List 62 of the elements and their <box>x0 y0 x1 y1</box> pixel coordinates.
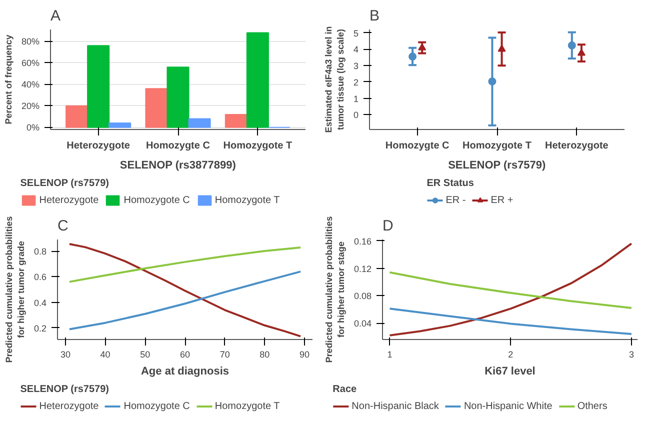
legend-label: Heterozygote <box>39 400 99 412</box>
legend-label: Homozygote T <box>214 400 280 412</box>
chart-title: C <box>58 218 68 234</box>
x-tick-label: Homozygte C <box>146 140 210 152</box>
legend-label: Homozygote T <box>214 194 280 206</box>
y-tick-label: 1 <box>353 94 359 104</box>
y-tick-label: 0.08 <box>354 291 372 302</box>
x-tick-label: 2 <box>508 350 514 360</box>
y-tick-label: 0.04 <box>354 318 372 329</box>
x-tick-label: Heterozygote <box>66 140 130 152</box>
y-axis-title: Predicted cumulative probabilities for higher tumor stage <box>324 216 346 363</box>
legend-label: Others <box>577 400 608 412</box>
legend-title: Race <box>332 384 358 395</box>
x-tick-label: 3 <box>628 350 634 360</box>
x-tick-label: 70 <box>220 350 230 360</box>
legend-label: Non-Hispanic White <box>464 400 552 412</box>
legend-label: Homozygote C <box>124 194 190 206</box>
chart-title: B <box>370 8 380 24</box>
y-tick-label: 0.16 <box>354 236 372 246</box>
legend-title: ER Status <box>426 178 475 189</box>
x-tick-label: Homozygte C <box>385 140 450 152</box>
x-tick-label: 60 <box>180 350 190 360</box>
chart-title: A <box>50 8 61 24</box>
y-tick-label: 0% <box>26 122 40 132</box>
y-tick-label: 2 <box>353 77 359 88</box>
x-tick-label: 30 <box>60 350 70 360</box>
y-tick-label: 0.6 <box>34 272 47 282</box>
x-tick-label: 90 <box>300 350 310 360</box>
legend-label: Non-Hispanic Black <box>352 400 439 412</box>
y-tick-label: 4 <box>353 44 359 55</box>
y-axis-title: Percent of frequency <box>3 34 14 124</box>
x-tick-label: Heterozygote <box>545 140 609 152</box>
y-tick-label: 5 <box>353 28 359 38</box>
y-tick-label: 0.12 <box>354 264 372 274</box>
y-tick-label: 0.2 <box>34 323 47 334</box>
y-tick-label: 0 <box>353 110 359 120</box>
chart-title: D <box>382 218 394 234</box>
legend-label: ER + <box>490 194 514 206</box>
y-axis-title: Estimated eIF4a3 level in tumor tissue (log scale) <box>323 26 346 133</box>
y-tick-label: 80% <box>21 36 40 46</box>
legend-label: Heterozygote <box>39 194 99 206</box>
x-tick-label: Homozygote T <box>462 140 532 152</box>
y-tick-label: 0.8 <box>34 246 47 257</box>
x-axis-title: Age at diagnosis <box>140 366 230 378</box>
y-tick-label: 0.4 <box>34 298 47 308</box>
legend-title: SELENOP (rs7579) <box>20 384 110 395</box>
x-axis-title: Ki67 level <box>484 366 536 378</box>
legend-label: Homozygote C <box>124 400 190 412</box>
y-tick-label: 60% <box>21 58 40 68</box>
x-tick-label: 1 <box>387 350 392 360</box>
x-axis-title: SELENOP (rs7579) <box>448 160 546 172</box>
y-tick-label: 40% <box>21 79 40 90</box>
y-axis-title: Predicted cumulative probabilities for higher tumor grade <box>4 216 26 363</box>
x-tick-label: 50 <box>140 350 150 360</box>
x-tick-label: Homozygote T <box>223 140 292 152</box>
x-tick-label: 40 <box>100 350 110 360</box>
x-tick-label: 80 <box>260 350 270 360</box>
x-axis-title: SELENOP (rs3877899) <box>120 160 236 172</box>
y-tick-label: 3 <box>353 61 359 72</box>
legend-label: ER - <box>446 194 466 206</box>
legend-title: SELENOP (rs7579) <box>20 178 110 189</box>
y-tick-label: 20% <box>21 100 40 111</box>
